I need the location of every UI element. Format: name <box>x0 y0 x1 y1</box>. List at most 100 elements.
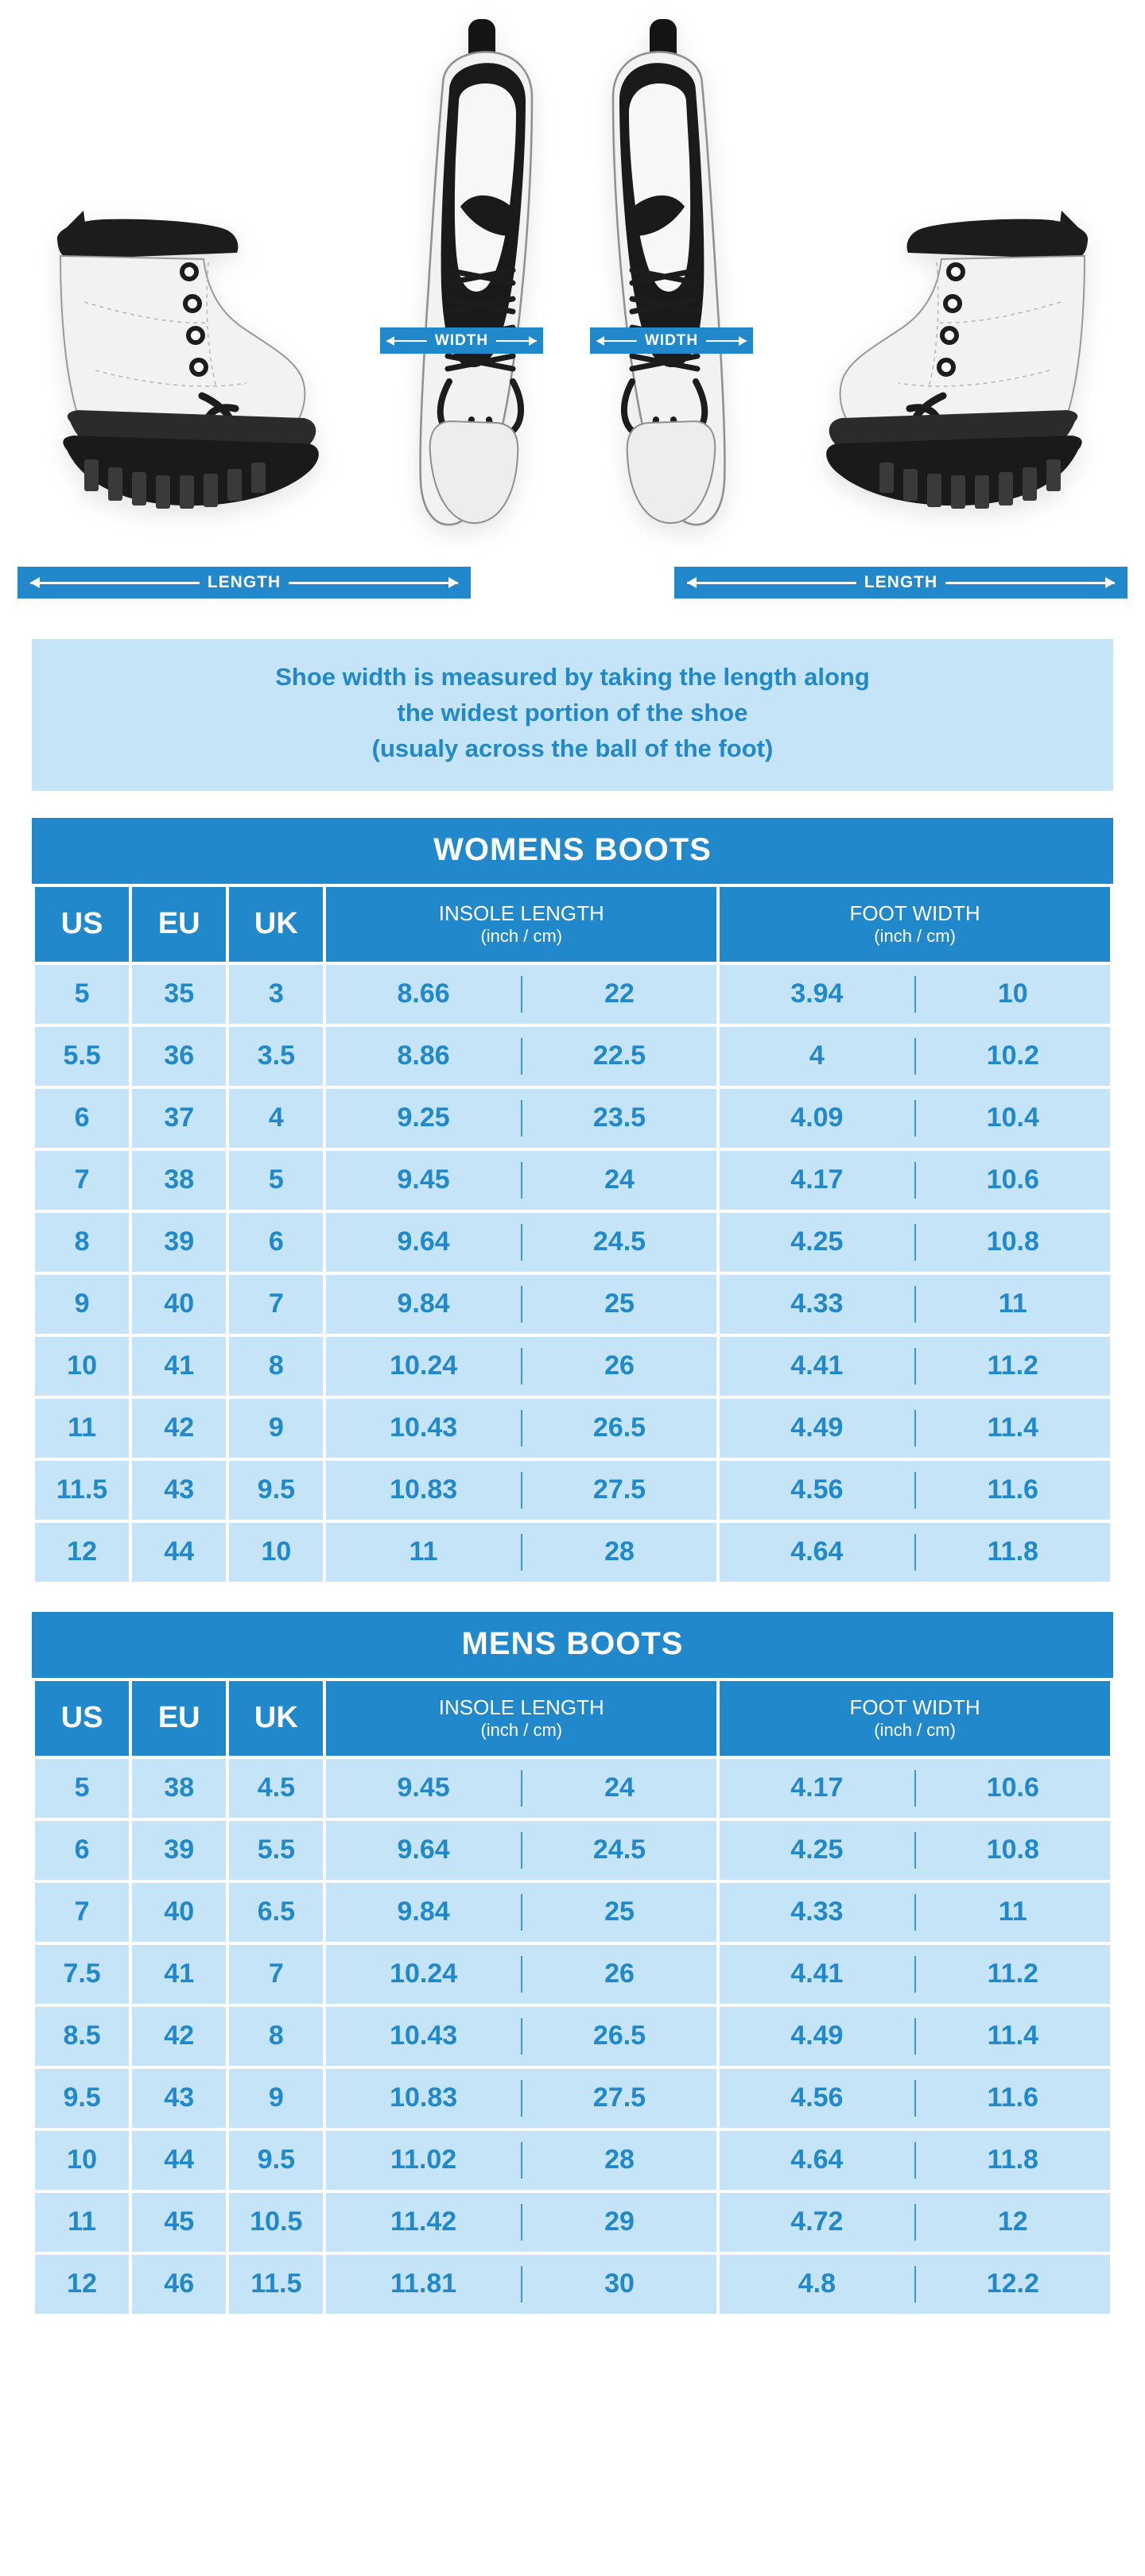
cell-divider <box>914 1769 916 1807</box>
cell-insole-length-cm: 28 <box>604 2144 635 2175</box>
cell-foot-width-cm: 11 <box>998 1288 1027 1319</box>
cell-eu: 40 <box>132 1274 227 1334</box>
cell-divider <box>520 1099 522 1137</box>
cell-divider <box>914 1955 916 1993</box>
cell-insole-length-cm: 26 <box>604 1958 635 1989</box>
cell-eu: 36 <box>132 1026 227 1086</box>
cell-insole-length-inch: 10.83 <box>390 1474 458 1505</box>
cell-divider <box>914 1285 916 1323</box>
cell-insole-length-cm: 24 <box>604 1772 635 1803</box>
arrow-left-icon <box>30 581 200 584</box>
cell-insole-length-cm: 26.5 <box>592 2020 646 2051</box>
cell-insole-length: 9.84 25 <box>326 1882 717 1942</box>
cell-uk: 3 <box>229 964 324 1024</box>
header-eu: EU <box>132 886 227 962</box>
cell-insole-length: 9.45 24 <box>326 1758 717 1818</box>
boot-side-view-left <box>8 183 342 533</box>
cell-insole-length-inch: 9.25 <box>397 1102 450 1133</box>
arrow-right-icon <box>945 581 1116 584</box>
header-foot-width: FOOT WIDTH (inch / cm) <box>720 1680 1110 1756</box>
cell-insole-length: 10.43 26.5 <box>326 2006 717 2066</box>
cell-divider <box>914 1471 916 1509</box>
notice-line-3: (usualy across the ball of the foot) <box>371 734 774 762</box>
cell-uk: 9.5 <box>229 1460 324 1520</box>
boot-top-view-right <box>584 8 743 564</box>
cell-divider <box>520 2017 522 2055</box>
cell-insole-length-cm: 22.5 <box>592 1040 646 1071</box>
cell-divider <box>520 1769 522 1807</box>
cell-uk: 3.5 <box>229 1026 324 1086</box>
notice-line-1: Shoe width is measured by taking the len… <box>275 663 870 691</box>
cell-insole-length-cm: 24 <box>604 1164 635 1195</box>
cell-foot-width: 4.25 10.8 <box>720 1820 1110 1880</box>
cell-foot-width-inch: 4.8 <box>798 2268 836 2299</box>
cell-us: 7 <box>35 1882 130 1942</box>
cell-eu: 42 <box>132 1398 227 1458</box>
header-insole-length: INSOLE LENGTH (inch / cm) <box>326 886 717 962</box>
cell-divider <box>520 2265 522 2303</box>
header-us: US <box>35 1680 130 1756</box>
cell-us: 5.5 <box>35 1026 130 1086</box>
cell-foot-width: 4.56 11.6 <box>720 1460 1110 1520</box>
cell-divider <box>914 2017 916 2055</box>
cell-foot-width-cm: 10.2 <box>986 1040 1039 1071</box>
cell-us: 8 <box>35 1212 130 1272</box>
table-row: 7 38 5 9.45 24 4.17 10.6 <box>35 1150 1110 1210</box>
cell-foot-width-inch: 4.25 <box>790 1226 844 1257</box>
cell-foot-width-cm: 10.6 <box>986 1164 1039 1195</box>
cell-foot-width-inch: 4.33 <box>790 1896 844 1927</box>
cell-eu: 39 <box>132 1212 227 1272</box>
cell-divider <box>520 1955 522 1993</box>
cell-eu: 46 <box>132 2254 227 2314</box>
length-measurement-bar-right: LENGTH <box>674 567 1128 598</box>
cell-us: 8.5 <box>35 2006 130 2066</box>
length-label: LENGTH <box>207 573 281 591</box>
cell-insole-length-inch: 9.84 <box>397 1288 450 1319</box>
cell-insole-length: 9.64 24.5 <box>326 1212 717 1272</box>
cell-insole-length-cm: 27.5 <box>592 1474 646 1505</box>
cell-foot-width: 4.33 11 <box>720 1882 1110 1942</box>
cell-foot-width-cm: 10.8 <box>986 1834 1039 1865</box>
arrow-right-icon <box>496 339 538 342</box>
header-foot-width-units: (inch / cm) <box>874 1720 956 1741</box>
cell-foot-width-inch: 3.94 <box>790 978 844 1009</box>
cell-insole-length-inch: 10.43 <box>390 2020 458 2051</box>
table-row: 8 39 6 9.64 24.5 4.25 10.8 <box>35 1212 1110 1272</box>
cell-insole-length-cm: 29 <box>604 2206 635 2237</box>
cell-us: 12 <box>35 2254 130 2314</box>
cell-insole-length-cm: 30 <box>604 2268 635 2299</box>
cell-foot-width: 4.33 11 <box>720 1274 1110 1334</box>
cell-divider <box>520 2079 522 2117</box>
arrow-left-icon <box>687 581 856 584</box>
cell-foot-width-inch: 4.64 <box>790 2144 844 2175</box>
cell-foot-width: 4.25 10.8 <box>720 1212 1110 1272</box>
cell-divider <box>914 975 916 1013</box>
cell-foot-width: 4.64 11.8 <box>720 2130 1110 2190</box>
cell-eu: 35 <box>132 964 227 1024</box>
cell-divider <box>914 1223 916 1261</box>
cell-eu: 41 <box>132 1944 227 2004</box>
cell-uk: 5.5 <box>229 1820 324 1880</box>
cell-foot-width: 4 10.2 <box>720 1026 1110 1086</box>
cell-foot-width-cm: 11.4 <box>987 1412 1038 1443</box>
cell-foot-width: 4.56 11.6 <box>720 2068 1110 2128</box>
cell-uk: 6.5 <box>229 1882 324 1942</box>
cell-insole-length-inch: 11.42 <box>390 2206 457 2237</box>
length-label: LENGTH <box>864 573 938 591</box>
cell-us: 11 <box>35 2192 130 2252</box>
cell-eu: 38 <box>132 1150 227 1210</box>
cell-insole-length-cm: 25 <box>604 1288 635 1319</box>
cell-insole-length-inch: 9.64 <box>397 1226 450 1257</box>
cell-us: 10 <box>35 1336 130 1396</box>
cell-us: 7 <box>35 1150 130 1210</box>
cell-divider <box>520 1893 522 1931</box>
table-row: 11 45 10.5 11.42 29 4.72 12 <box>35 2192 1110 2252</box>
cell-insole-length: 10.83 27.5 <box>326 2068 717 2128</box>
cell-eu: 44 <box>132 1522 227 1582</box>
cell-us: 12 <box>35 1522 130 1582</box>
cell-foot-width-inch: 4 <box>809 1040 825 1071</box>
length-measurement-bar-left: LENGTH <box>17 567 471 598</box>
cell-uk: 10.5 <box>229 2192 324 2252</box>
cell-insole-length-inch: 8.66 <box>397 978 450 1009</box>
cell-us: 5 <box>35 1758 130 1818</box>
